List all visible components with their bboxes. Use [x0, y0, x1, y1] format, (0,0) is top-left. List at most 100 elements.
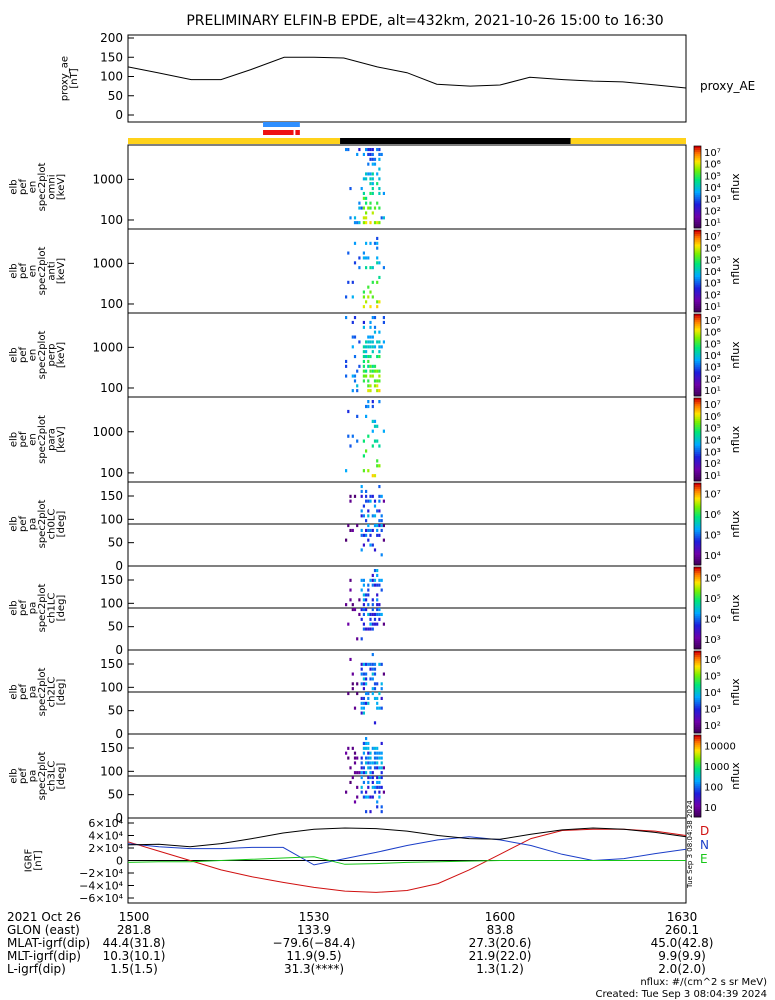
colorbar-band — [694, 530, 701, 533]
spectrogram-cell — [360, 533, 363, 537]
spectrogram-cell — [380, 588, 383, 592]
spectrogram-cell — [371, 400, 374, 404]
colorbar-band — [694, 439, 701, 442]
colorbar-band — [694, 332, 701, 335]
colorbar-label: nflux — [729, 173, 742, 201]
colorbar-band — [694, 804, 701, 808]
spectrogram-cell — [382, 216, 385, 220]
spectrogram-cell — [371, 608, 374, 612]
spectrogram-cell — [365, 449, 368, 453]
spectrogram-cell — [349, 657, 352, 661]
colorbar-frame — [693, 650, 702, 734]
colorbar-band — [694, 560, 701, 564]
colorbar-band — [694, 152, 701, 155]
colorbar-band — [694, 659, 701, 662]
spectrogram-cell — [371, 419, 374, 423]
spectrogram-cell — [371, 653, 374, 657]
spectrogram-cell — [376, 236, 379, 240]
spectrogram-cell — [371, 761, 374, 765]
spectrogram-cell — [378, 379, 381, 383]
spectrogram-cell — [369, 206, 372, 210]
spectrogram-cell — [353, 355, 357, 359]
colorbar-band — [694, 581, 701, 584]
colorbar-band — [694, 248, 701, 251]
spectrogram-cell — [367, 766, 370, 770]
colorbar-tick-label: 10⁵ — [704, 672, 721, 683]
spectrogram-cell — [378, 444, 381, 448]
spectrogram-cell — [371, 295, 374, 299]
colorbar-band — [694, 433, 701, 436]
colorbar-band — [694, 519, 701, 523]
colorbar-band — [694, 577, 701, 580]
spectrogram-cell — [376, 696, 379, 700]
colorbar-band — [694, 487, 701, 490]
spectrogram-cell — [376, 305, 379, 309]
spectrogram-cell — [365, 300, 368, 304]
colorbar-band — [694, 379, 701, 383]
spectrogram-cell — [367, 499, 370, 503]
spectrogram-cell — [351, 528, 354, 532]
spectrogram-cell — [382, 340, 385, 344]
spectrogram-cell — [371, 603, 374, 607]
spectrogram-cell — [371, 692, 374, 696]
colorbar-band — [694, 501, 701, 504]
colorbar-tick-label: 10⁶ — [704, 412, 721, 423]
spectrogram-cell — [362, 741, 365, 745]
spectrogram-cell — [373, 761, 377, 765]
colorbar-band — [694, 320, 701, 323]
colorbar-tick-label: 10⁵ — [704, 255, 721, 266]
spectrogram-cell — [367, 588, 370, 592]
colorbar-band — [694, 365, 701, 368]
spectrogram-cell — [360, 617, 363, 621]
spectrogram-ytick-label: 100 — [100, 680, 123, 694]
spectrogram-cell — [376, 751, 379, 755]
ephemeris-value: 1530 — [299, 910, 330, 924]
colorbar-band — [694, 447, 701, 451]
colorbar-band — [694, 402, 701, 405]
spectrogram-cell — [367, 384, 370, 388]
spectrogram-cell — [376, 300, 379, 304]
spectrogram-cell — [365, 672, 368, 676]
colorbar-band — [694, 798, 701, 801]
colorbar-band — [694, 806, 701, 810]
colorbar-band — [694, 638, 701, 642]
colorbar-band — [694, 184, 701, 188]
spectrogram-cell — [378, 275, 381, 279]
spectrogram-cell — [371, 162, 374, 166]
colorbar-band — [694, 309, 701, 313]
spectrogram-cell — [365, 662, 368, 666]
spectrogram-cell — [365, 345, 368, 349]
colorbar-band — [694, 252, 701, 255]
colorbar-band — [694, 221, 701, 225]
colorbar-band — [694, 757, 701, 760]
colorbar-band — [694, 507, 701, 511]
spectrogram-cell — [369, 766, 372, 770]
colorbar-band — [694, 571, 701, 574]
spectrogram-cell — [373, 379, 377, 383]
spectrogram-cell — [365, 790, 368, 794]
spectrogram-cell — [369, 182, 372, 186]
spectrogram-cell — [345, 316, 348, 320]
spectrogram-cell — [369, 756, 372, 760]
igrf-ytick-label: −6×10⁴ — [79, 892, 123, 905]
colorbar-band — [694, 207, 701, 210]
colorbar-label: nflux — [729, 594, 742, 622]
colorbar-band — [694, 665, 701, 668]
spectrogram-cell — [365, 148, 368, 152]
spectrogram-cell — [376, 612, 379, 616]
spectrogram-cell — [380, 687, 383, 691]
colorbar-band — [694, 753, 701, 756]
spectrogram-cell — [356, 682, 359, 686]
spectrogram-cell — [362, 191, 365, 195]
spectrogram-cell — [369, 677, 372, 681]
spectrogram-cell — [373, 682, 377, 686]
spectrogram-cell — [353, 800, 357, 804]
colorbar-band — [694, 211, 701, 215]
colorbar-band — [694, 620, 701, 623]
spectrogram-cell — [371, 583, 374, 587]
spectrogram-cell — [371, 573, 374, 577]
spectrogram-cell — [362, 622, 365, 626]
colorbar-label: nflux — [729, 257, 742, 285]
colorbar-band — [694, 350, 701, 354]
spectrogram-cell — [362, 454, 365, 458]
